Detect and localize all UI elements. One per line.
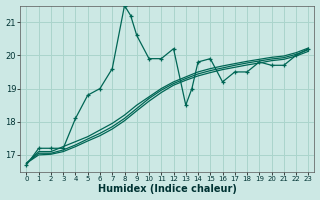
X-axis label: Humidex (Indice chaleur): Humidex (Indice chaleur) [98,184,237,194]
